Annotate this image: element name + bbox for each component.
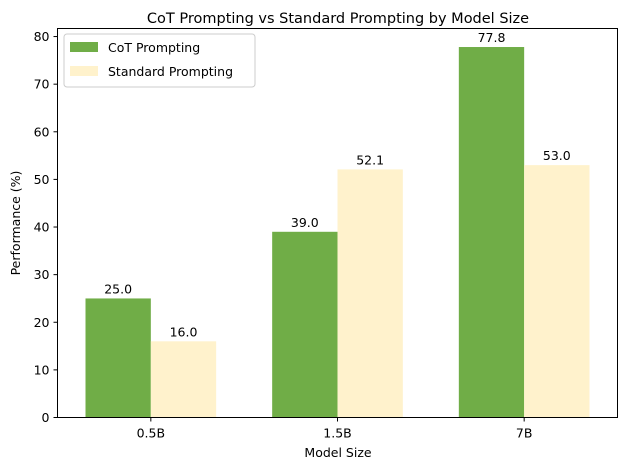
x-tick-label: 0.5B (137, 426, 165, 441)
bar-cot-7B (458, 47, 525, 418)
legend-label-standard: Standard Prompting (108, 64, 233, 79)
bar-value-label: 77.8 (478, 30, 506, 45)
y-tick-label: 0 (42, 410, 50, 425)
legend-box (63, 33, 256, 88)
bar-value-label: 52.1 (356, 152, 384, 167)
y-tick-label: 30 (34, 267, 50, 282)
x-axis-label: Model Size (304, 445, 371, 460)
x-axis: 0.5B 1.5B 7B (137, 417, 533, 441)
legend-swatch-cot (70, 42, 98, 52)
bar-standard-1.5B (337, 169, 403, 418)
x-tick-label: 1.5B (323, 426, 351, 441)
y-tick-label: 10 (34, 362, 50, 377)
y-tick-label: 20 (34, 315, 50, 330)
legend-swatch-standard (70, 66, 98, 76)
bar-value-label: 25.0 (104, 281, 132, 296)
y-tick-label: 50 (34, 172, 50, 187)
chart-title: CoT Prompting vs Standard Prompting by M… (147, 11, 529, 27)
y-tick-label: 60 (34, 124, 50, 139)
bar-cot-0.5B (85, 298, 151, 418)
y-tick-label: 70 (34, 77, 50, 92)
y-axis: 0 10 20 30 40 50 60 70 80 (34, 29, 58, 425)
bar-standard-7B (524, 165, 590, 418)
bar-value-label: 39.0 (291, 215, 319, 230)
y-tick-label: 40 (34, 220, 50, 235)
bars-layer (85, 47, 590, 418)
y-axis-label: Performance (%) (8, 171, 23, 276)
bar-labels-layer: 25.0 39.0 77.8 16.0 52.1 53.0 (104, 30, 571, 339)
bar-standard-0.5B (150, 341, 217, 418)
bar-value-label: 16.0 (170, 324, 198, 339)
legend: CoT Prompting Standard Prompting (63, 33, 256, 88)
legend-label-cot: CoT Prompting (108, 40, 200, 55)
y-tick-label: 80 (34, 29, 50, 44)
x-tick-label: 7B (516, 426, 533, 441)
bar-value-label: 53.0 (543, 148, 571, 163)
bar-cot-1.5B (272, 231, 338, 418)
